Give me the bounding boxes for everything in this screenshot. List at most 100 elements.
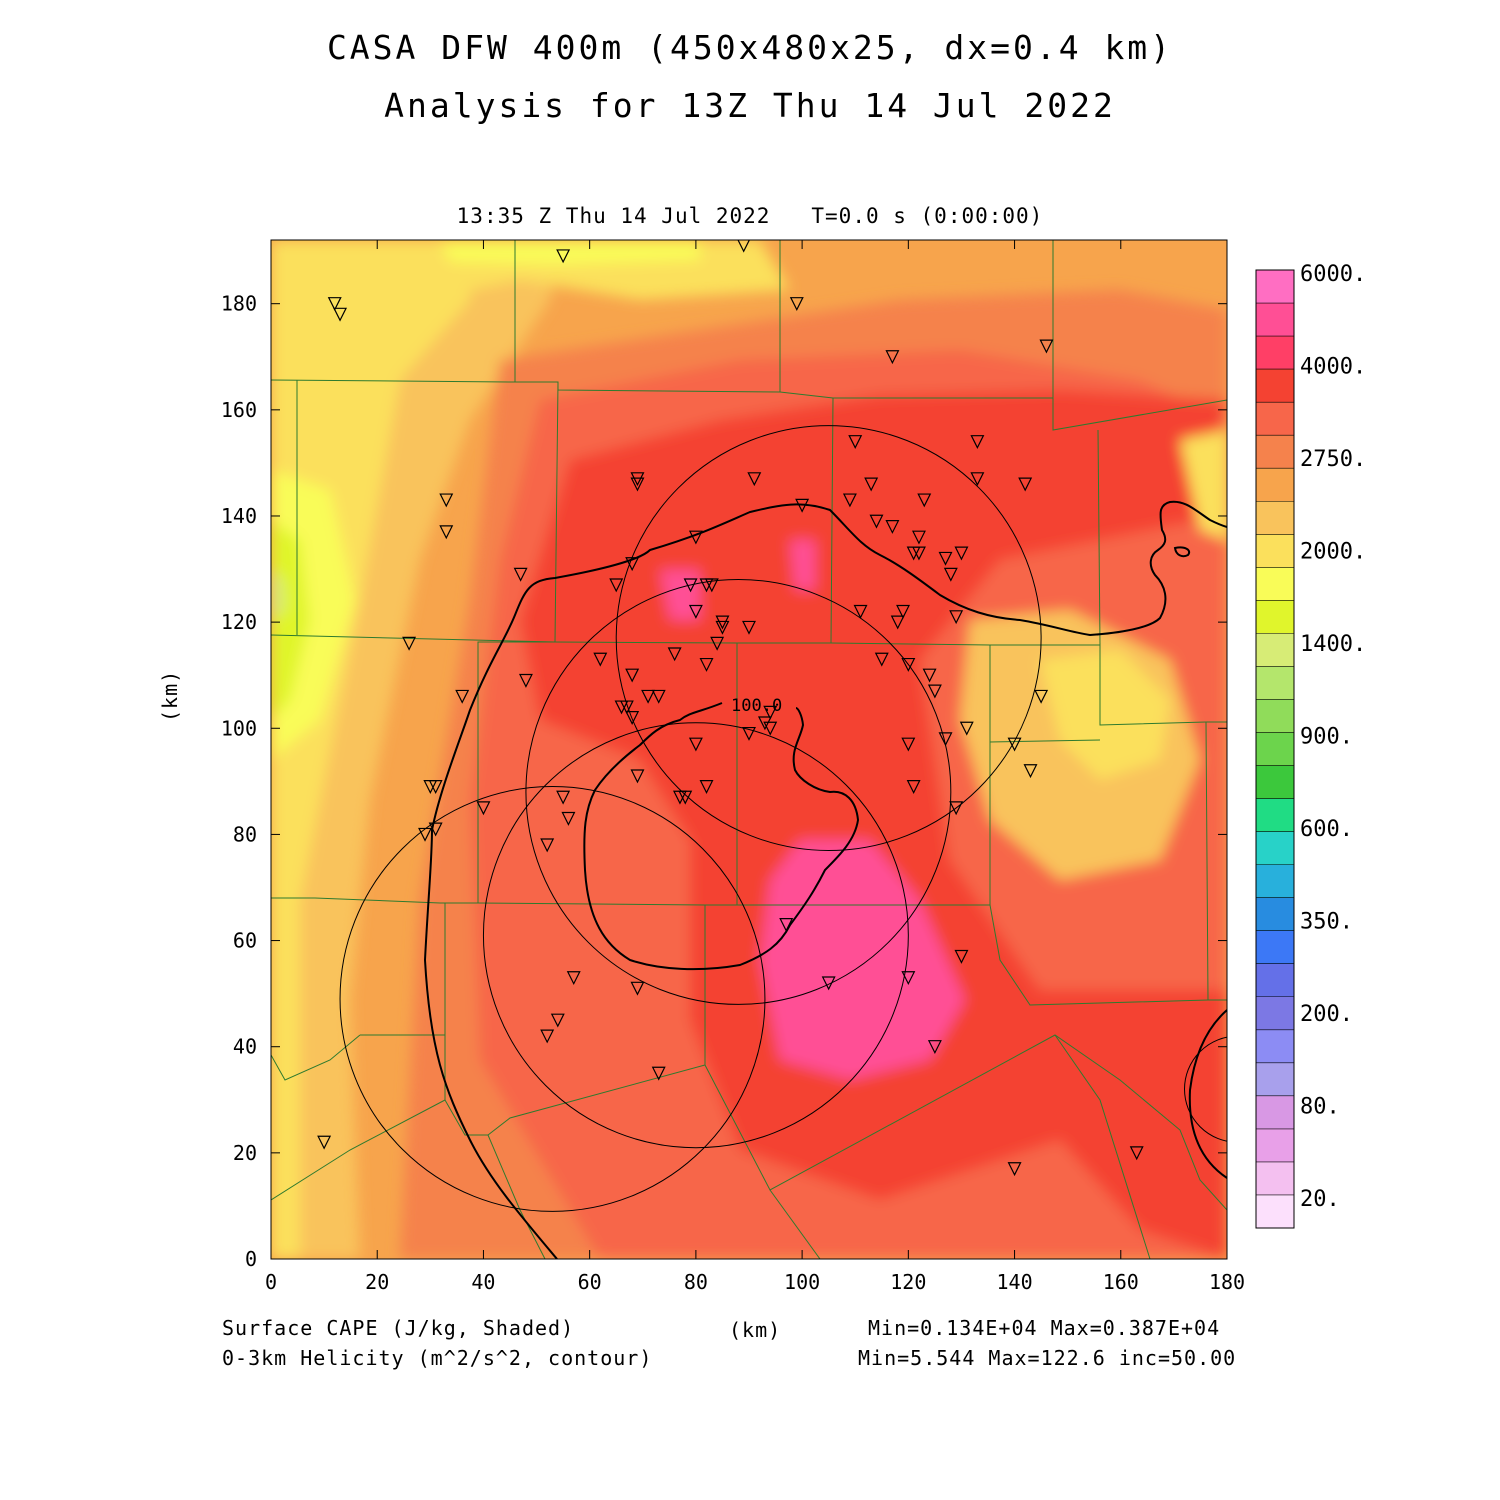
colorbar-swatch (1256, 1062, 1294, 1097)
station-marker (704, 578, 719, 593)
range-ring (482, 722, 909, 1149)
station-marker (667, 647, 682, 662)
map-title-line1: CASA DFW 400m (450x480x25, dx=0.4 km) (326, 28, 1174, 67)
station-marker (922, 668, 937, 683)
helicity-contour-50 (423, 500, 1227, 1259)
station-marker (821, 976, 836, 991)
station-marker (428, 780, 443, 794)
station-marker (715, 615, 730, 630)
station-marker (630, 472, 645, 487)
station-marker (927, 684, 942, 699)
station-marker (911, 530, 926, 545)
station-marker (763, 721, 778, 736)
colorbar-swatch (1256, 1194, 1294, 1229)
station-marker (518, 673, 533, 688)
station-marker (906, 780, 921, 794)
county-boundaries (271, 240, 1227, 1259)
radar-range-rings (339, 425, 1227, 1212)
station-marker (742, 726, 756, 741)
helicity-contour-east (1188, 1009, 1227, 1179)
station-marker (763, 705, 778, 720)
x-tick-label: 40 (471, 1270, 495, 1294)
colorbar-label: 80. (1300, 1094, 1340, 1119)
colorbar-swatch (1256, 402, 1294, 436)
station-marker (688, 737, 703, 752)
station-marker (688, 604, 703, 619)
station-marker (455, 689, 470, 704)
station-marker (699, 657, 714, 672)
colorbar-label: 2750. (1300, 447, 1366, 472)
y-tick-label: 100 (221, 716, 257, 740)
station-marker (842, 493, 857, 508)
station-marker (927, 1040, 942, 1055)
colorbar-swatch (1256, 699, 1294, 733)
y-tick-label: 0 (245, 1247, 257, 1271)
colorbar-swatch (1256, 963, 1294, 998)
station-marker (742, 620, 756, 635)
station-marker (747, 472, 762, 487)
y-axis-unit: (km) (158, 669, 182, 722)
colorbar-swatch (1256, 468, 1294, 502)
range-ring (1184, 1036, 1227, 1142)
x-tick-label: 140 (996, 1270, 1032, 1294)
station-marker (556, 790, 571, 805)
colorbar-swatch (1256, 831, 1294, 866)
model-time: T=0.0 s (0:00:00) (811, 204, 1044, 228)
x-tick-label: 60 (578, 1270, 602, 1294)
station-marker (699, 780, 714, 794)
colorbar-swatch (1256, 1095, 1294, 1130)
colorbar-swatch (1256, 501, 1294, 535)
colorbar-swatch (1256, 798, 1294, 833)
station-marker (959, 721, 974, 736)
station-marker (949, 801, 964, 816)
colorbar-swatch (1256, 732, 1294, 767)
station-marker (641, 689, 656, 704)
colorbar-label: 350. (1300, 909, 1353, 934)
station-marker (943, 567, 958, 582)
station-marker (970, 472, 985, 487)
cape-shading (271, 240, 1227, 1259)
station-marker (885, 350, 900, 365)
valid-time-subtitle: 13:35 Z Thu 14 Jul 2022 T=0.0 s (0:00:00… (0, 204, 1500, 228)
x-tick-label: 0 (265, 1270, 277, 1294)
y-tick-label: 60 (233, 929, 257, 953)
station-marker (428, 822, 443, 837)
station-marker (853, 604, 868, 619)
contour-label-100: 100.0 (731, 696, 782, 716)
station-marker (938, 551, 953, 566)
station-marker (1129, 1146, 1144, 1161)
map-title-line2: Analysis for 13Z Thu 14 Jul 2022 (384, 86, 1116, 125)
station-marker (954, 949, 969, 964)
station-marker (901, 657, 916, 672)
colorbar: 6000. 4000. 2750. 2000. 1400. 900. 600. 350. 200… (1255, 262, 1366, 1229)
footer-field-minmax: Min=0.134E+04 Max=0.387E+04 (868, 1316, 1221, 1340)
colorbar-swatch (1256, 567, 1294, 601)
station-marker (561, 811, 576, 826)
station-marker (954, 546, 969, 561)
station-marker (418, 827, 432, 842)
colorbar-swatch (1256, 765, 1294, 800)
station-marker (901, 737, 916, 752)
station-marker (864, 477, 879, 492)
plot-frame (270, 239, 1228, 1260)
station-marker (327, 297, 342, 312)
station-marker (688, 530, 703, 545)
station-marker (1007, 1162, 1022, 1177)
valid-time: 13:35 Z Thu 14 Jul 2022 (456, 204, 771, 228)
colorbar-label: 200. (1300, 1002, 1353, 1027)
station-marker (550, 1013, 565, 1028)
station-marker (737, 240, 751, 253)
station-marker (911, 546, 926, 561)
x-axis-unit: (km) (729, 1318, 782, 1342)
colorbar-swatch (1256, 1029, 1294, 1064)
colorbar-swatch (1256, 534, 1294, 568)
station-marker (630, 769, 645, 784)
colorbar-label: 600. (1300, 817, 1353, 842)
y-tick-label: 120 (221, 610, 257, 634)
station-marker (1007, 737, 1022, 752)
x-tick-label: 120 (890, 1270, 926, 1294)
colorbar-swatch (1256, 996, 1294, 1031)
colorbar-label: 900. (1300, 724, 1353, 749)
station-marker (848, 435, 863, 450)
colorbar-swatch (1256, 666, 1294, 700)
